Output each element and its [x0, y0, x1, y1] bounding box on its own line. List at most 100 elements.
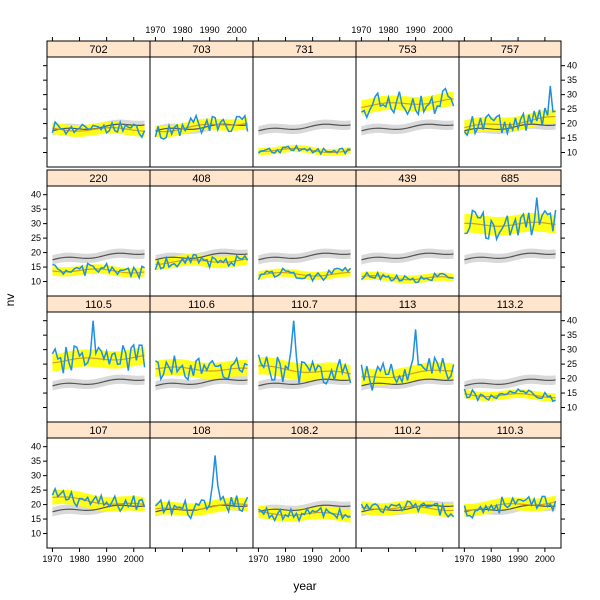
- panel-408: 408: [149, 169, 254, 297]
- observed-series: [154, 113, 249, 140]
- overall-fit-line: [464, 123, 556, 132]
- panel-702: 702: [43, 37, 151, 168]
- overall-fit-line: [52, 378, 145, 387]
- x-tick-label: 2000: [433, 25, 453, 35]
- y-tick-label: 10: [567, 148, 577, 158]
- panel-plot-area: [257, 320, 352, 391]
- x-axis-title: year: [293, 579, 316, 593]
- panel-685: 685: [458, 169, 565, 297]
- observed-series: [361, 87, 455, 120]
- station-band: [52, 489, 145, 512]
- x-tick-label: 1980: [379, 25, 399, 35]
- station-band: [361, 91, 454, 115]
- strip-label: 113.2: [497, 299, 524, 311]
- observed-series: [154, 253, 249, 271]
- x-tick-label: 1980: [481, 554, 501, 564]
- strip-label: 439: [398, 173, 416, 185]
- observed-series: [463, 495, 557, 520]
- panel-plot-area: [360, 500, 455, 518]
- strip-label: 703: [192, 44, 210, 56]
- strip-label: 107: [89, 425, 107, 437]
- y-tick-label: 40: [567, 316, 577, 326]
- overall-fit-line: [155, 378, 248, 387]
- y-tick-label: 35: [31, 204, 41, 214]
- observed-series: [360, 270, 454, 284]
- panel-plot-area: [464, 197, 557, 265]
- strip-label: 702: [89, 44, 107, 56]
- y-tick-label: 30: [31, 219, 41, 229]
- panel-frame: [149, 56, 254, 168]
- overall-fit-line: [361, 378, 454, 387]
- station-fit-line: [258, 365, 351, 375]
- overall-fit-line: [361, 123, 454, 132]
- panel-110.5: 110.5: [43, 295, 151, 423]
- panel-plot-area: [154, 455, 249, 521]
- x-tick-label: 1970: [145, 25, 165, 35]
- y-tick-label: 35: [31, 456, 41, 466]
- strip-label: 731: [295, 44, 313, 56]
- panel-frame: [46, 185, 151, 297]
- overall-fit-line: [464, 252, 556, 261]
- strip-label: 110.5: [85, 299, 112, 311]
- x-tick-label: 1990: [508, 554, 528, 564]
- y-tick-label: 10: [567, 403, 577, 413]
- strip-label: 220: [89, 173, 107, 185]
- panel-110.7: 110.7: [252, 295, 357, 423]
- y-tick-label: 10: [31, 277, 41, 287]
- panel-frame: [355, 437, 460, 549]
- strip-label: 757: [501, 44, 519, 56]
- y-tick-label: 25: [567, 359, 577, 369]
- x-tick-label: 1970: [248, 554, 268, 564]
- strip-label: 110.7: [291, 299, 318, 311]
- strip: [458, 169, 562, 187]
- strip-label: 108.2: [291, 425, 319, 437]
- panel-plot-area: [463, 85, 556, 137]
- y-tick-label: 30: [567, 345, 577, 355]
- x-tick-label: 1970: [351, 25, 371, 35]
- x-tick-label: 1990: [406, 25, 426, 35]
- panel-plot-area: [361, 87, 455, 136]
- observed-series: [257, 320, 352, 385]
- strip-label: 408: [192, 173, 210, 185]
- y-tick-label: 15: [567, 388, 577, 398]
- station-fit-line: [361, 369, 454, 379]
- strip-label: 753: [398, 44, 416, 56]
- x-tick-label: 1980: [70, 554, 90, 564]
- panel-107: 107 10 15 20 25 30 35 40 1970 1980 1990 2000: [31, 421, 151, 564]
- panel-110.2: 110.2: [355, 421, 460, 552]
- panel-429: 429: [252, 169, 357, 297]
- x-tick-label: 1990: [303, 554, 323, 564]
- panel-108.2: 108.2 1970 1980 1990 2000: [248, 421, 357, 564]
- panel-plot-area: [51, 486, 146, 517]
- overall-fit-line: [464, 378, 556, 387]
- observed-series: [154, 455, 249, 521]
- strip-label: 429: [295, 173, 313, 185]
- panel-731: 731: [252, 37, 357, 168]
- panel-113.2: 113.2 10 15 20 25 30 35 40: [458, 295, 577, 423]
- panel-753: 753 1970 1980 1990 2000: [351, 25, 460, 168]
- overall-fit-line: [361, 252, 454, 261]
- overall-fit-line: [258, 123, 351, 132]
- y-tick-label: 30: [31, 471, 41, 481]
- panel-439: 439: [355, 169, 460, 297]
- y-tick-label: 35: [567, 330, 577, 340]
- x-tick-label: 1970: [42, 554, 62, 564]
- y-tick-label: 20: [31, 248, 41, 258]
- panel-plot-area: [154, 113, 249, 140]
- y-tick-label: 15: [31, 262, 41, 272]
- station-band: [258, 144, 351, 156]
- x-tick-label: 2000: [535, 554, 555, 564]
- y-tick-label: 20: [31, 500, 41, 510]
- overall-fit-line: [52, 252, 145, 261]
- y-tick-label: 15: [31, 514, 41, 524]
- panel-frame: [458, 311, 562, 423]
- strip-label: 110.6: [188, 299, 215, 311]
- observed-series: [257, 266, 352, 283]
- observed-series: [51, 119, 146, 139]
- panel-plot-area: [257, 119, 351, 156]
- observed-series: [360, 500, 455, 518]
- panel-plot-area: [463, 374, 556, 403]
- observed-series: [51, 486, 146, 513]
- panel-plot-area: [52, 248, 145, 281]
